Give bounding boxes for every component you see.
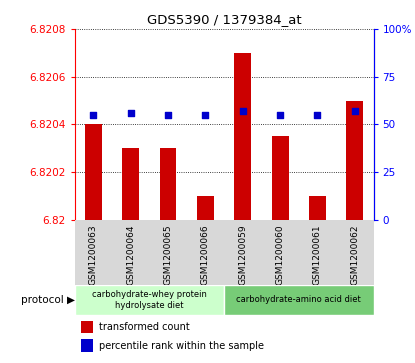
Bar (224, 285, 374, 315)
Bar (197, 196, 214, 220)
Bar (309, 196, 326, 220)
Text: GSM1200061: GSM1200061 (313, 225, 322, 285)
Text: carbohydrate-whey protein
hydrolysate diet: carbohydrate-whey protein hydrolysate di… (92, 290, 207, 310)
Text: protocol ▶: protocol ▶ (21, 295, 75, 305)
Bar (85, 125, 102, 220)
Title: GDS5390 / 1379384_at: GDS5390 / 1379384_at (147, 13, 301, 26)
Point (352, 108, 358, 114)
Bar (81, 321, 93, 333)
Bar (234, 53, 251, 220)
Bar (75, 285, 224, 315)
Point (90, 112, 97, 118)
Point (314, 112, 321, 118)
Point (239, 108, 246, 114)
Point (202, 112, 209, 118)
Text: percentile rank within the sample: percentile rank within the sample (99, 340, 264, 351)
Text: GSM1200066: GSM1200066 (201, 225, 210, 285)
Text: transformed count: transformed count (99, 322, 189, 332)
Point (165, 112, 171, 118)
Text: GSM1200064: GSM1200064 (126, 225, 135, 285)
Text: carbohydrate-amino acid diet: carbohydrate-amino acid diet (237, 295, 361, 305)
Bar (81, 339, 93, 352)
Text: GSM1200062: GSM1200062 (350, 225, 359, 285)
Bar (122, 148, 139, 220)
Text: GSM1200060: GSM1200060 (276, 225, 285, 285)
Text: GSM1200063: GSM1200063 (89, 225, 98, 285)
Point (277, 112, 283, 118)
Bar (160, 148, 176, 220)
Point (127, 110, 134, 116)
Text: GSM1200065: GSM1200065 (164, 225, 173, 285)
Text: GSM1200059: GSM1200059 (238, 225, 247, 285)
Bar (272, 136, 288, 220)
Bar (347, 101, 363, 220)
